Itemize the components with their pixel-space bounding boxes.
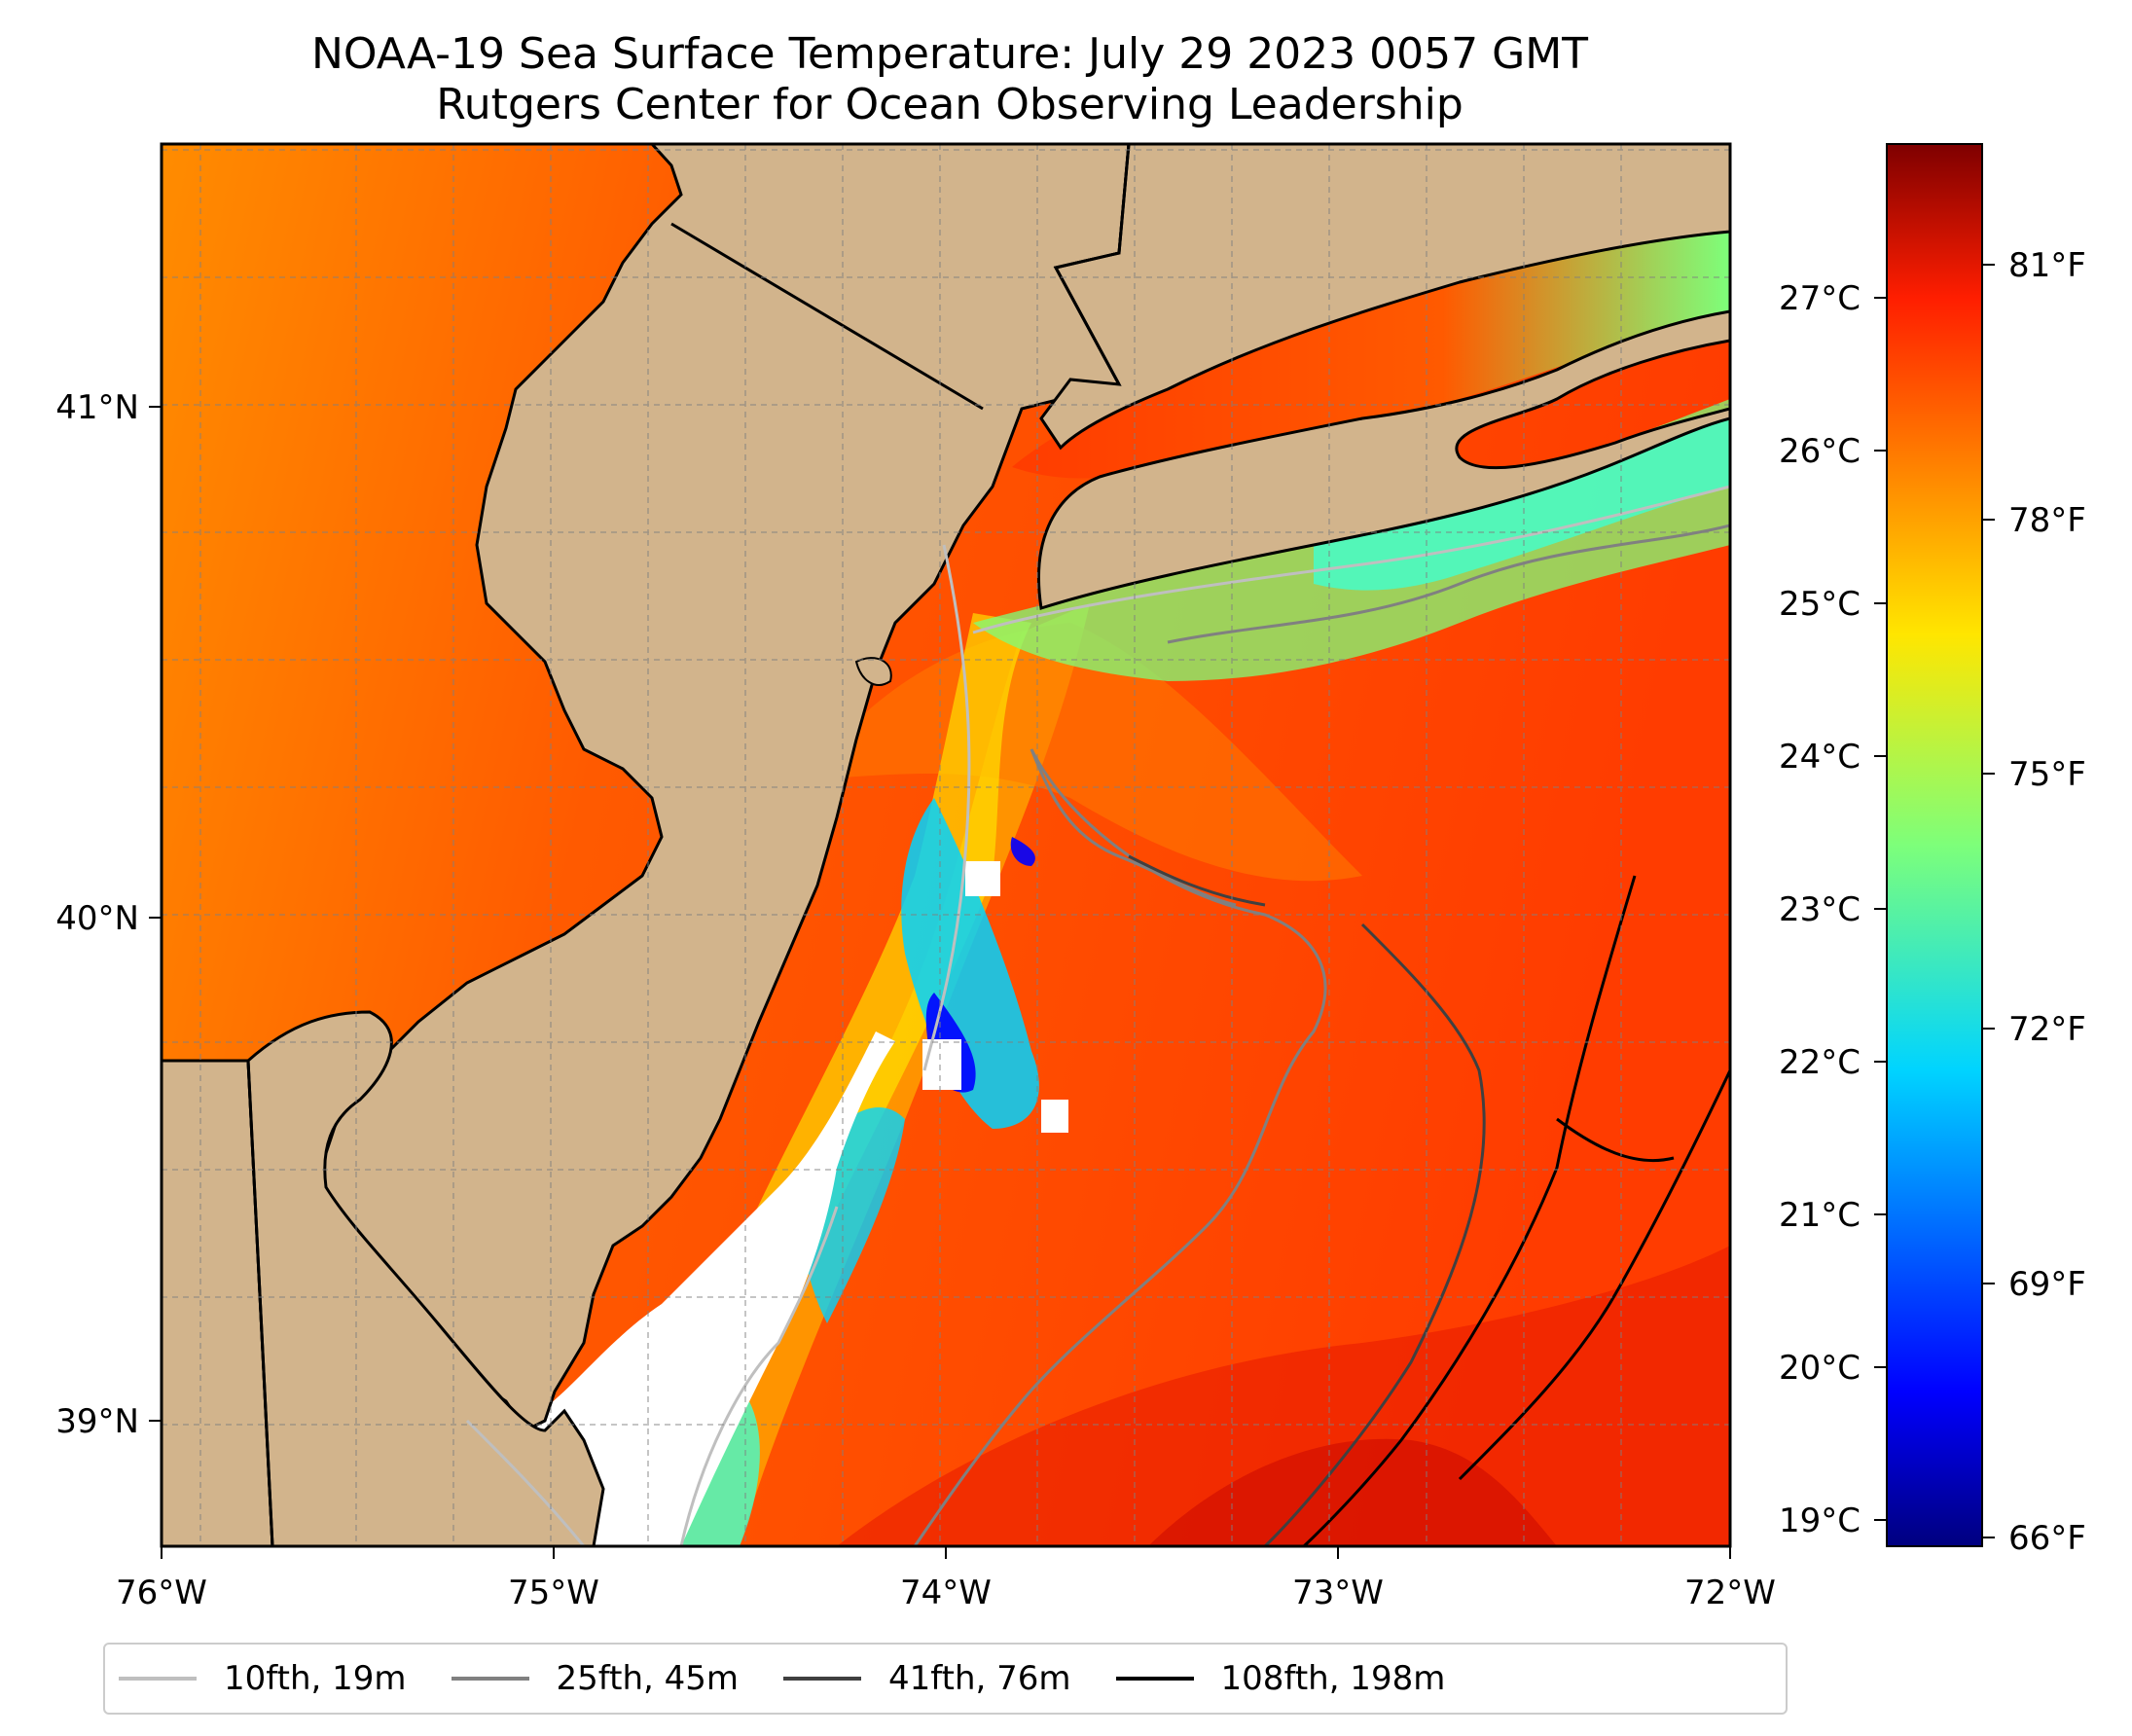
colorbar-fahrenheit-label: 81°F [2008,246,2086,285]
lon-tick-labels: 76°W 75°W 74°W 73°W 72°W [116,1573,1776,1612]
colorbar-celsius-label: 19°C [1779,1501,1861,1540]
legend-label: 25fth, 45m [556,1659,740,1698]
warm-core-region [837,1246,1730,1546]
no-data-region [321,1031,895,1546]
lon-tick-label: 74°W [900,1573,992,1612]
colorbar-celsius-label: 23°C [1779,890,1861,929]
lat-tick-label: 41°N [55,388,139,427]
lon-tick-label: 75°W [508,1573,599,1612]
state-borders [162,144,1131,1546]
colorbar-fahrenheit-label: 72°F [2008,1010,2086,1049]
legend-swatch [783,1677,862,1681]
legend-item-10fth: 10fth, 19m [119,1659,436,1698]
colorbar-fahrenheit-ticks [1982,264,1995,1538]
chart-subtitle: Rutgers Center for Ocean Observing Leade… [436,80,1463,129]
colorbar-gradient [1886,143,1983,1547]
colorbar-celsius-label: 22°C [1779,1043,1861,1082]
legend-item-108fth: 108fth, 198m [1115,1659,1475,1698]
map-gridlines [162,144,1730,1546]
colorbar: 27°C 26°C 25°C 24°C 23°C 22°C 21°C 20°C … [1779,143,2086,1558]
lon-tick-label: 73°W [1292,1573,1384,1612]
sst-map [162,144,1730,1546]
colorbar-celsius-label: 21°C [1779,1196,1861,1235]
legend-label: 10fth, 19m [224,1659,407,1698]
legend-swatch [119,1677,197,1681]
axis-tick-marks [149,406,1731,1559]
colorbar-celsius-label: 24°C [1779,738,1861,777]
legend-item-25fth: 25fth, 45m [451,1659,769,1698]
colorbar-celsius-label: 27°C [1779,279,1861,318]
legend-label: 108fth, 198m [1220,1659,1446,1698]
colorbar-celsius-label: 20°C [1779,1349,1861,1388]
lat-tick-label: 40°N [55,899,139,938]
colorbar-fahrenheit-label: 66°F [2008,1519,2086,1558]
legend-item-41fth: 41fth, 76m [783,1659,1101,1698]
lat-tick-label: 39°N [55,1402,139,1441]
lat-tick-labels: 41°N 40°N 39°N [55,388,139,1441]
lon-tick-label: 76°W [116,1573,207,1612]
bathymetry-contours [465,485,1730,1546]
colorbar-fahrenheit-label: 78°F [2008,501,2086,540]
colorbar-celsius-label: 25°C [1779,585,1861,624]
legend-swatch [1115,1677,1194,1681]
colorbar-celsius-ticks [1874,297,1887,1521]
chart-title: NOAA-19 Sea Surface Temperature: July 29… [310,29,1589,79]
lon-tick-label: 72°W [1684,1573,1776,1612]
colorbar-fahrenheit-label: 69°F [2008,1265,2086,1304]
colorbar-fahrenheit-label: 75°F [2008,755,2086,794]
legend-swatch [451,1677,529,1681]
legend-label: 41fth, 76m [888,1659,1071,1698]
long-island-sound-sst [1012,232,1730,479]
colorbar-celsius-label: 26°C [1779,432,1861,471]
contour-legend: 10fth, 19m 25fth, 45m 41fth, 76m 108fth,… [103,1643,1788,1715]
